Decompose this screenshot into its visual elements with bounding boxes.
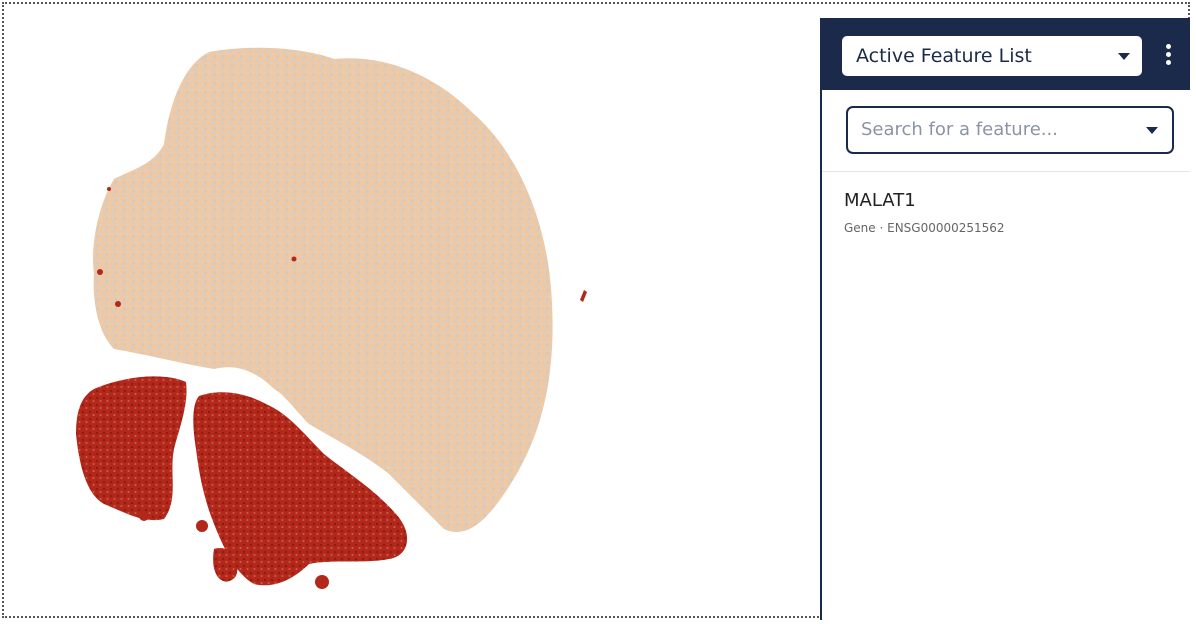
feature-description: Gene · ENSG00000251562 — [844, 221, 1005, 235]
cell-speck — [115, 301, 121, 307]
feature-search[interactable]: Search for a feature... — [846, 106, 1174, 154]
cell-speck — [97, 269, 103, 275]
cell-cluster-red-patch — [213, 548, 238, 582]
feature-panel: Active Feature List Search for a feature… — [820, 18, 1190, 620]
menu-button[interactable] — [1166, 44, 1172, 66]
cell-speck — [139, 511, 149, 521]
separator — [822, 171, 1190, 172]
cell-cluster-red-left — [76, 376, 187, 521]
cell-speck — [107, 187, 111, 191]
dropdown-label: Active Feature List — [856, 45, 1032, 67]
cell-cluster-main — [93, 47, 553, 533]
search-placeholder: Search for a feature... — [861, 119, 1058, 140]
dropdown-caret — [1118, 53, 1130, 60]
cell-speck — [580, 290, 587, 302]
cell-speck — [196, 520, 208, 532]
list-dropdown[interactable]: Active Feature List — [842, 36, 1142, 76]
cell-speck — [315, 575, 329, 589]
cell-speck — [291, 256, 297, 262]
embedding-plot[interactable] — [4, 4, 816, 616]
panel-header: Active Feature List — [822, 20, 1190, 90]
feature-name[interactable]: MALAT1 — [844, 190, 916, 211]
search-caret — [1146, 127, 1158, 134]
cell-cluster-red-right — [193, 392, 408, 586]
